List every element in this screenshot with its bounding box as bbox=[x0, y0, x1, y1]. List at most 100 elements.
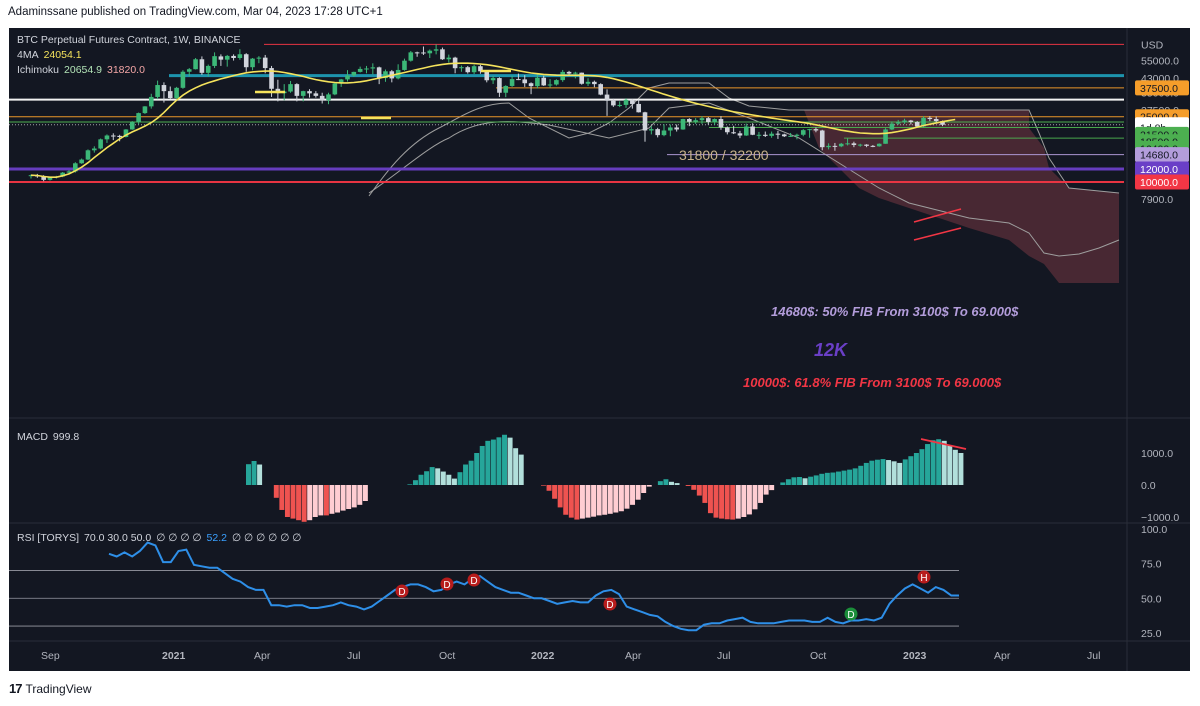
candle-body bbox=[699, 118, 705, 121]
rsi-legend: RSI [TORYS] 70.0 30.0 50.0 ∅ ∅ ∅ ∅ 52.2 ∅ ∅ … bbox=[17, 531, 306, 546]
time-axis-label: Apr bbox=[254, 650, 271, 662]
candle-body bbox=[775, 133, 781, 135]
macd-bar bbox=[513, 448, 519, 485]
rsi-axis-label: 100.0 bbox=[1141, 524, 1167, 536]
macd-bar bbox=[307, 485, 313, 521]
macd-bar bbox=[902, 459, 908, 485]
candle-body bbox=[769, 133, 774, 136]
chart-frame[interactable]: 31800 / 32200 14680$: 50% FIB From 3100$ … bbox=[9, 28, 1190, 671]
candle-body bbox=[167, 91, 173, 99]
candle-body bbox=[579, 72, 585, 84]
wedge-upper-line bbox=[913, 208, 962, 223]
macd-bar bbox=[591, 485, 597, 517]
chart-canvas[interactable]: 31800 / 32200 14680$: 50% FIB From 3100$ … bbox=[9, 28, 1190, 671]
annotation-12k: 12K bbox=[814, 340, 849, 360]
candle-body bbox=[661, 130, 667, 136]
macd-bar bbox=[947, 445, 953, 485]
macd-bar bbox=[797, 477, 802, 485]
rsi-marker-label-5: H bbox=[920, 573, 927, 584]
macd-bar bbox=[424, 471, 430, 485]
candle-body bbox=[332, 83, 338, 95]
price-axis-label: 7900.0 bbox=[1141, 194, 1173, 206]
candle-body bbox=[193, 59, 198, 70]
macd-axis-label: 1000.0 bbox=[1141, 448, 1173, 460]
candle-body bbox=[933, 119, 939, 122]
candle-body bbox=[117, 135, 122, 138]
candle-body bbox=[300, 91, 306, 96]
macd-axis-label: −1000.0 bbox=[1141, 512, 1179, 524]
macd-divergence-line bbox=[920, 438, 967, 450]
candle-body bbox=[186, 69, 192, 72]
candle-body bbox=[98, 139, 103, 149]
macd-label[interactable]: MACD bbox=[17, 431, 48, 443]
candle-body bbox=[471, 66, 477, 73]
candle-body bbox=[927, 117, 933, 120]
legend-ma-value: 24054.1 bbox=[43, 49, 82, 61]
macd-bar bbox=[874, 459, 880, 485]
macd-bar bbox=[735, 485, 741, 519]
candle-body bbox=[851, 143, 857, 146]
candle-body bbox=[826, 145, 831, 148]
legend-ichimoku-label[interactable]: Ichimoku bbox=[17, 64, 60, 76]
macd-axis-label: 0.0 bbox=[1141, 480, 1156, 492]
candle-body bbox=[832, 145, 838, 147]
candle-body bbox=[465, 67, 471, 73]
macd-bar bbox=[952, 449, 958, 485]
price-tag-bg bbox=[1135, 147, 1189, 163]
candle-body bbox=[73, 163, 78, 172]
macd-bar bbox=[908, 456, 914, 485]
candle-body bbox=[712, 119, 717, 123]
candle-body bbox=[731, 132, 736, 134]
candle-body bbox=[781, 134, 787, 137]
candle-body bbox=[674, 127, 679, 130]
macd-bar bbox=[329, 485, 335, 514]
macd-bar bbox=[251, 461, 257, 485]
candle-body bbox=[864, 144, 869, 146]
candle-body bbox=[883, 129, 888, 144]
macd-bar bbox=[780, 482, 786, 485]
candle-body bbox=[876, 143, 882, 147]
legend-symbol[interactable]: BTC Perpetual Futures Contract, 1W, BINA… bbox=[17, 34, 241, 46]
candle-body bbox=[592, 81, 597, 85]
footer-brand[interactable]: 17 TradingView bbox=[9, 681, 92, 696]
macd-bar bbox=[440, 471, 446, 485]
time-axis-label: Oct bbox=[439, 650, 455, 662]
macd-bar bbox=[707, 485, 713, 514]
price-axis-label: USD bbox=[1141, 39, 1164, 51]
time-axis-label: Apr bbox=[625, 650, 642, 662]
ichimoku-span-a bbox=[368, 82, 1120, 197]
candle-body bbox=[110, 135, 116, 137]
time-axis-label: 2021 bbox=[162, 650, 186, 662]
macd-bar bbox=[646, 485, 652, 487]
candle-body bbox=[490, 78, 496, 81]
macd-bar bbox=[724, 485, 730, 520]
rsi-axis-label: 50.0 bbox=[1141, 593, 1162, 605]
candle-body bbox=[262, 57, 268, 69]
rsi-label[interactable]: RSI [TORYS] bbox=[17, 532, 80, 544]
candle-body bbox=[522, 79, 528, 84]
time-axis-label: 2023 bbox=[903, 650, 927, 662]
macd-bar bbox=[835, 471, 841, 485]
rsi-null-a: ∅ ∅ ∅ ∅ bbox=[156, 532, 202, 544]
macd-bar bbox=[323, 485, 329, 516]
macd-bar bbox=[685, 485, 691, 486]
rsi-marker-2 bbox=[467, 573, 481, 587]
candle-body bbox=[668, 127, 673, 131]
candle-body bbox=[370, 67, 376, 69]
candle-body bbox=[611, 100, 616, 106]
macd-bar bbox=[919, 449, 925, 485]
candle-body bbox=[857, 144, 863, 146]
time-axis-label: Apr bbox=[994, 650, 1011, 662]
candle-body bbox=[218, 56, 224, 60]
macd-bar bbox=[630, 485, 636, 505]
candle-body bbox=[617, 104, 622, 106]
legend-ma-label[interactable]: 4MA bbox=[17, 49, 39, 61]
macd-bar bbox=[257, 464, 263, 485]
time-axis-label: Jul bbox=[1087, 650, 1100, 662]
macd-bar bbox=[290, 485, 296, 519]
macd-bar bbox=[346, 485, 352, 509]
macd-bar bbox=[824, 472, 830, 485]
rsi-marker-0 bbox=[395, 584, 409, 598]
candle-body bbox=[889, 123, 895, 130]
annotation-31800: 31800 / 32200 bbox=[679, 147, 769, 163]
